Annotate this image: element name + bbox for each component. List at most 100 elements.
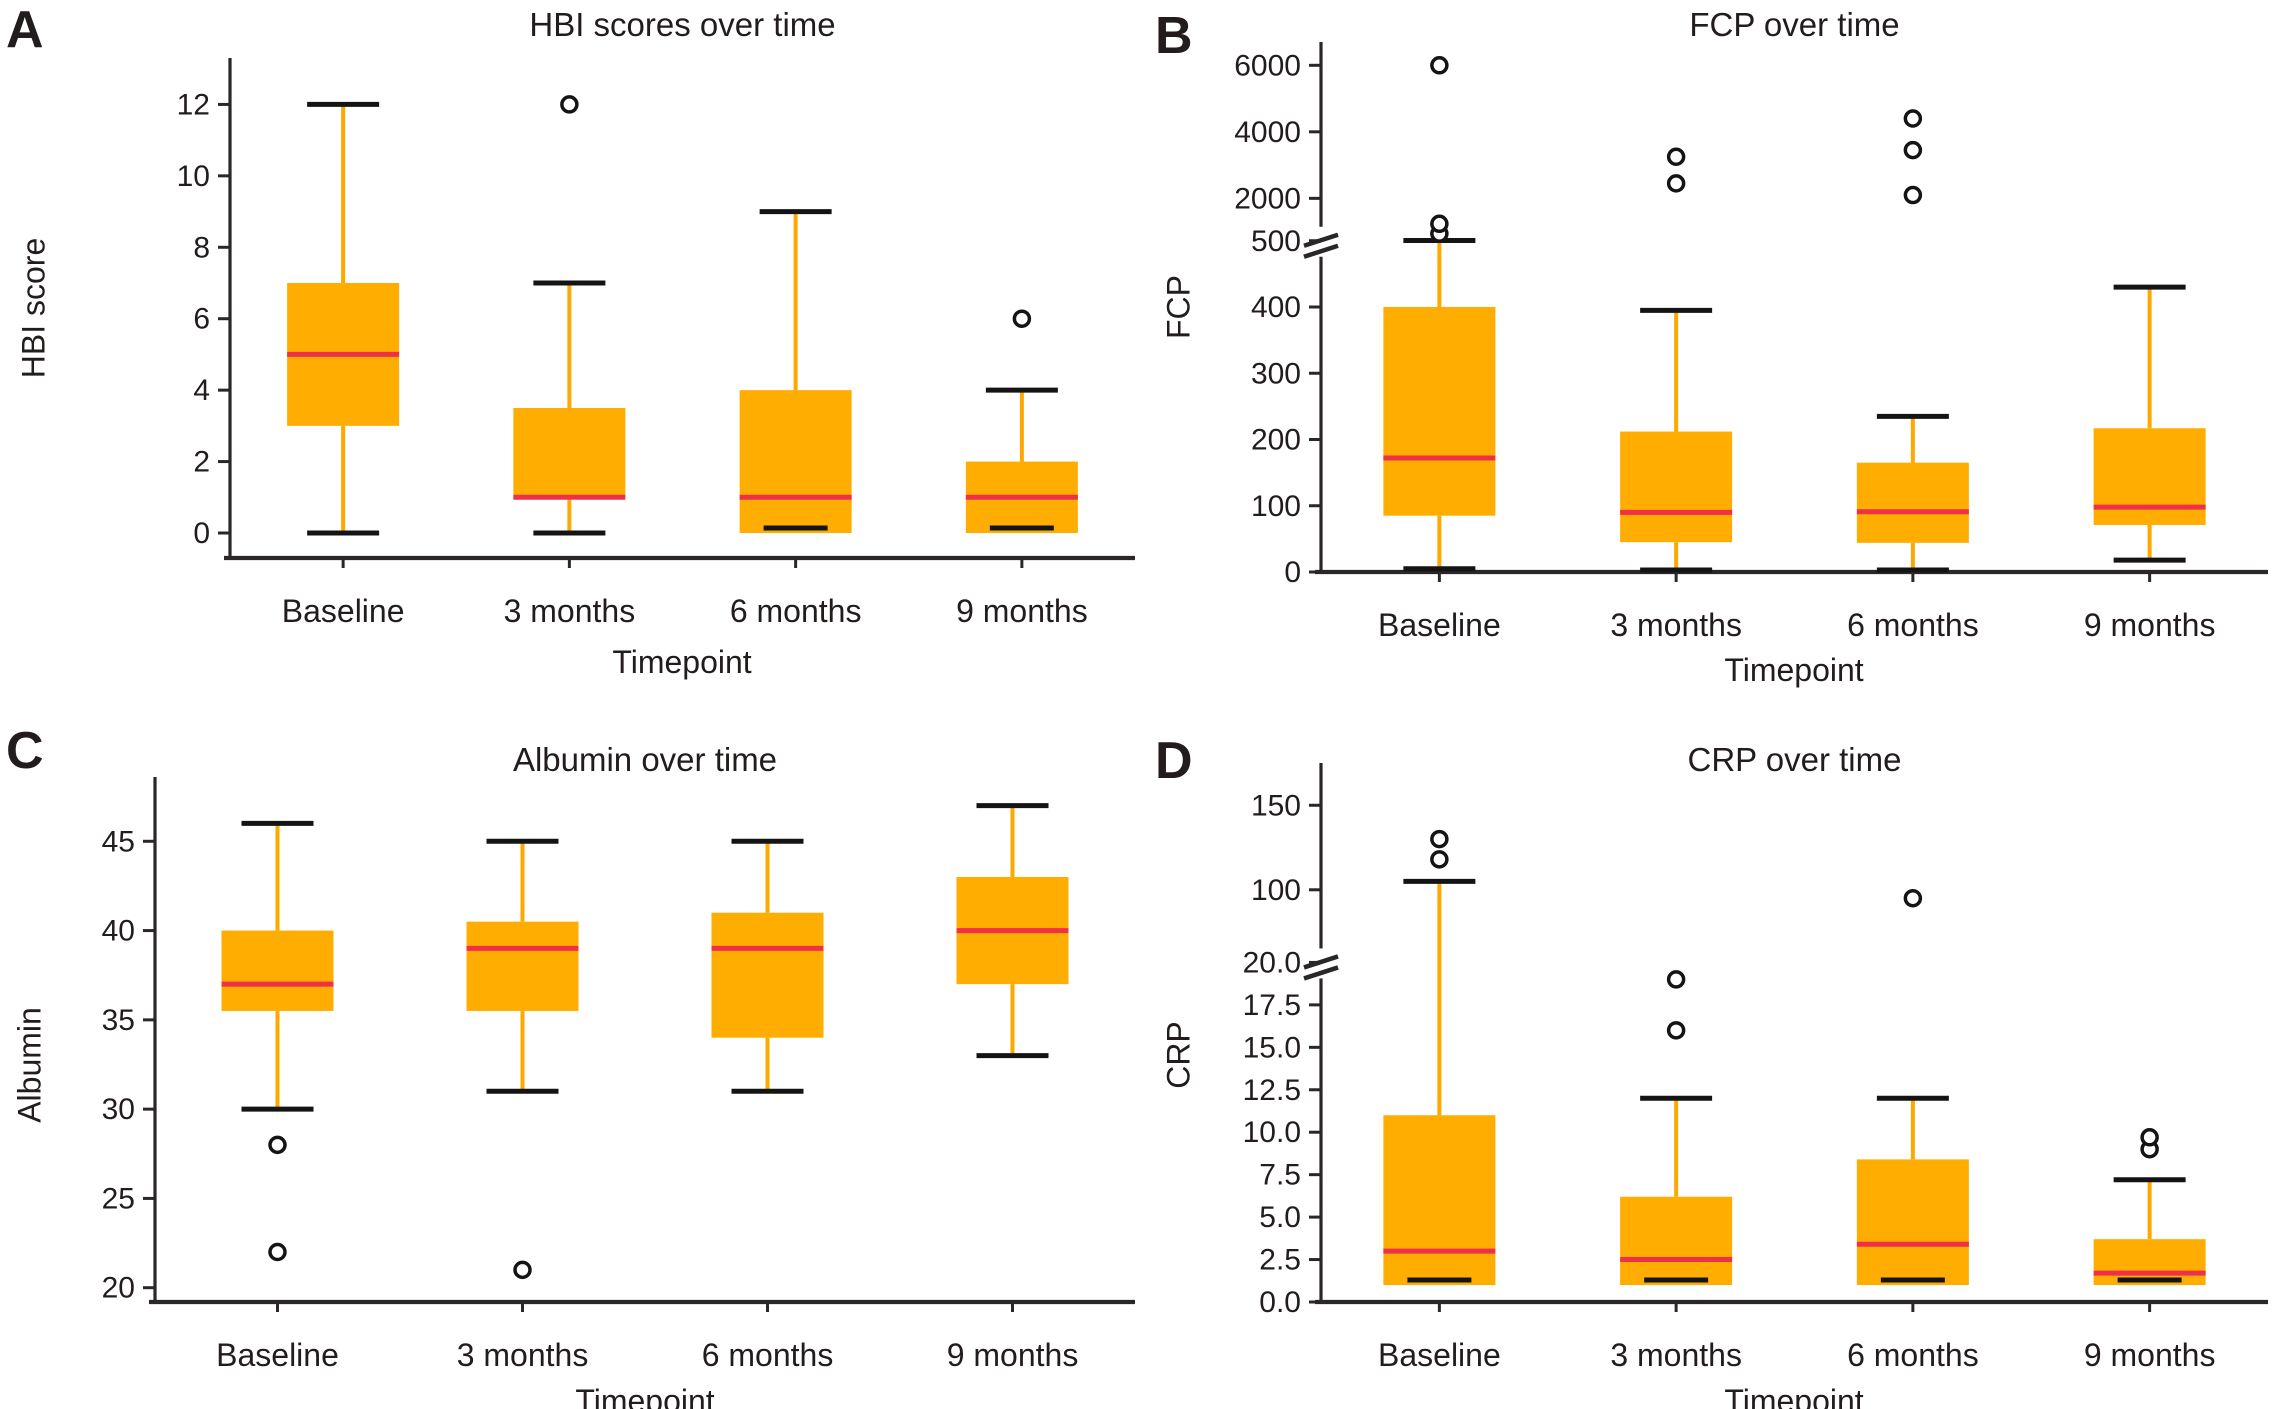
panel-b-letter: B	[1155, 7, 1193, 65]
category-label: 3 months	[1610, 607, 1742, 643]
axis-break-slash	[1303, 243, 1339, 259]
y-tick-label: 12	[177, 88, 210, 121]
y-tick-label: 500	[1251, 225, 1301, 258]
y-tick-label: 6000	[1234, 49, 1301, 82]
y-tick-label: 25	[102, 1182, 135, 1215]
box-group-baseline	[221, 820, 334, 1262]
y-tick-label: 100	[1251, 874, 1301, 907]
panel-a-title: HBI scores over time	[529, 6, 836, 43]
panel-d: D CRP over time CRP 0.0 2.5 5.0 7.5 10.0 12.5…	[1143, 705, 2285, 1409]
boxplot-panel-d: 0.0 2.5 5.0 7.5 10.0 12.5 15.0 17.5 20.0 100 150 Ba…	[1243, 763, 2268, 1373]
outlier-point	[1903, 888, 1923, 908]
category-label: 6 months	[730, 593, 862, 629]
outlier-point	[1666, 970, 1686, 989]
outlier-point	[1012, 309, 1032, 328]
outlier-point	[560, 95, 579, 114]
panel-d-letter: D	[1155, 732, 1193, 790]
outlier-point	[1666, 147, 1686, 167]
category-label: 3 months	[504, 593, 636, 629]
box-group-baseline	[1383, 56, 1496, 572]
y-tick-label: 4000	[1234, 116, 1301, 149]
box-group-9-months	[956, 803, 1069, 1059]
y-tick-label: 20.0	[1243, 946, 1301, 979]
outlier-point	[1903, 109, 1923, 128]
y-tick-label: 200	[1251, 424, 1301, 457]
iqr-box	[1383, 1115, 1496, 1286]
y-tick-label: 150	[1251, 789, 1301, 822]
box-group-3-months	[1620, 970, 1733, 1286]
outlier-point	[1430, 214, 1449, 234]
panel-d-title: CRP over time	[1687, 741, 1902, 778]
box-group-3-months	[466, 838, 579, 1280]
y-tick-label: 0	[1284, 556, 1301, 589]
y-tick-label: 0.0	[1259, 1286, 1301, 1319]
panel-a: A HBI scores over time HBI score 0 2 4 6 8 10…	[0, 0, 1142, 702]
category-label: 9 months	[956, 593, 1088, 629]
panel-a-x-axis-label: Timepoint	[612, 644, 752, 680]
outlier-point	[1903, 185, 1923, 205]
iqr-box	[221, 930, 334, 1011]
y-tick-label: 5.0	[1259, 1201, 1301, 1234]
panel-b-title: FCP over time	[1689, 6, 1900, 43]
iqr-box	[2093, 428, 2206, 525]
category-label: 6 months	[1847, 607, 1979, 643]
y-tick-label: 17.5	[1243, 989, 1301, 1022]
box-group-baseline	[1383, 829, 1496, 1286]
category-label: 9 months	[947, 1337, 1079, 1373]
category-label: 3 months	[457, 1337, 589, 1373]
box-group-9-months	[965, 309, 1078, 533]
outlier-point	[1430, 829, 1449, 849]
iqr-box	[1856, 1159, 1969, 1286]
axis-break-slash	[1303, 965, 1339, 981]
y-tick-label: 15.0	[1243, 1031, 1301, 1064]
panel-c-title: Albumin over time	[512, 741, 778, 778]
box-group-9-months	[2093, 284, 2206, 563]
outlier-point	[1666, 174, 1686, 193]
y-tick-label: 20	[102, 1272, 135, 1305]
panel-a-letter: A	[6, 1, 44, 59]
axis-break-slash	[1303, 954, 1339, 970]
y-tick-label: 7.5	[1259, 1159, 1301, 1192]
y-tick-label: 6	[193, 303, 210, 336]
box-group-baseline	[287, 101, 400, 536]
iqr-box	[466, 921, 579, 1011]
y-tick-label: 2.5	[1259, 1244, 1301, 1277]
outlier-point	[1666, 1021, 1686, 1040]
outlier-point	[1903, 140, 1923, 160]
panel-b-x-axis-label: Timepoint	[1724, 652, 1864, 688]
y-tick-label: 2	[193, 446, 210, 479]
category-label: 9 months	[2084, 1337, 2216, 1373]
outlier-point	[268, 1242, 287, 1262]
iqr-box	[1383, 307, 1496, 516]
boxplot-panel-c: 20 25 30 35 40 45 Baseline 3 months 6 months 9 mo…	[102, 777, 1135, 1373]
box-group-6-months	[711, 838, 824, 1094]
category-label: 6 months	[1847, 1337, 1979, 1373]
panel-c-x-axis-label: Timepoint	[575, 1383, 715, 1409]
box-group-6-months	[739, 209, 852, 533]
y-tick-label: 35	[102, 1004, 135, 1037]
category-label: Baseline	[1378, 607, 1501, 643]
y-tick-label: 45	[102, 825, 135, 858]
y-tick-label: 40	[102, 915, 135, 948]
category-label: Baseline	[216, 1337, 339, 1373]
outlier-point	[268, 1135, 287, 1155]
panel-c-letter: C	[6, 722, 44, 780]
y-tick-label: 0	[193, 517, 210, 550]
panel-c: C Albumin over time Albumin 20 25 30 35 40 45…	[0, 705, 1142, 1409]
iqr-box	[1620, 1196, 1733, 1286]
y-tick-label: 2000	[1234, 182, 1301, 215]
outlier-point	[2140, 1128, 2159, 1147]
box-group-6-months	[1856, 888, 1969, 1286]
outlier-point	[513, 1260, 532, 1280]
axis-break-slash	[1303, 232, 1339, 248]
iqr-box	[739, 390, 852, 533]
panel-d-x-axis-label: Timepoint	[1724, 1383, 1864, 1409]
box-group-9-months	[2093, 1128, 2206, 1286]
y-tick-label: 12.5	[1243, 1074, 1301, 1107]
category-label: 3 months	[1610, 1337, 1742, 1373]
iqr-box	[1620, 431, 1733, 543]
box-group-3-months	[1620, 147, 1733, 573]
y-tick-label: 8	[193, 231, 210, 264]
boxplot-panel-b: 0 100 200 300 400 500 2000 4000 6000 Baseline 3 mo…	[1234, 42, 2268, 643]
